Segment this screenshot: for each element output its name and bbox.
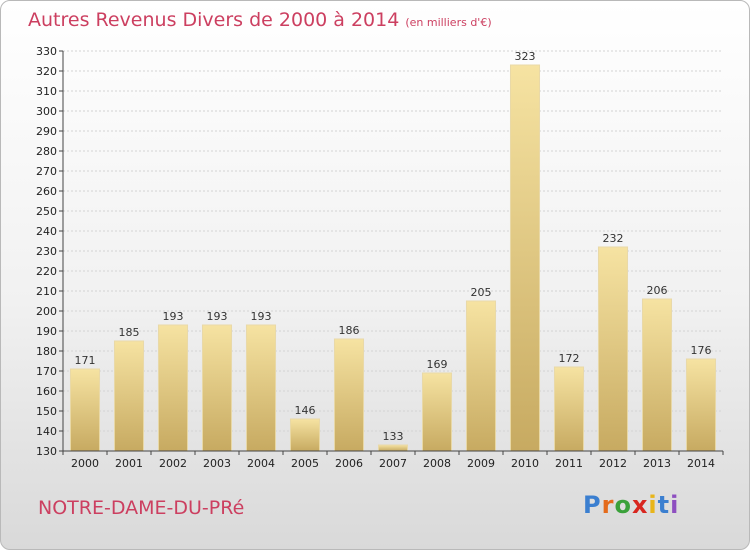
y-tick-label: 140: [36, 425, 57, 438]
y-tick-label: 290: [36, 125, 57, 138]
bar-2010: [509, 64, 541, 452]
value-label-2002: 193: [163, 310, 184, 323]
x-tick-label-2014: 2014: [687, 457, 715, 470]
bars: 171 185 193 193 193 146 186 133 169 205 323 172 232 2…: [69, 50, 717, 452]
x-tick-label-2009: 2009: [467, 457, 495, 470]
y-tick-label: 330: [36, 45, 57, 58]
chart-title: Autres Revenus Divers de 2000 à 2014 (en …: [28, 9, 492, 31]
y-tick-label: 170: [36, 365, 57, 378]
x-tick-label-2005: 2005: [291, 457, 319, 470]
bar-2003: [201, 324, 233, 452]
logo-letter: x: [631, 491, 649, 519]
y-tick-label: 200: [36, 305, 57, 318]
logo-letter: i: [648, 491, 658, 519]
logo-letter: o: [614, 491, 632, 519]
x-tick-label-2001: 2001: [115, 457, 143, 470]
bar-2002: [157, 324, 189, 452]
y-tick-label: 210: [36, 285, 57, 298]
proxiti-logo[interactable]: Proxiti: [583, 491, 679, 519]
y-tick-label: 310: [36, 85, 57, 98]
x-tick-label-2012: 2012: [599, 457, 627, 470]
y-tick-label: 250: [36, 205, 57, 218]
x-tick-label-2002: 2002: [159, 457, 187, 470]
y-axis: 130 140 150 160 170 180 190 200 210 220 230 240 250 2…: [36, 45, 64, 458]
logo-letter: i: [670, 491, 680, 519]
y-tick-label: 180: [36, 345, 57, 358]
value-label-2009: 205: [471, 286, 492, 299]
y-tick-label: 230: [36, 245, 57, 258]
y-tick-label: 150: [36, 405, 57, 418]
x-tick-label-2013: 2013: [643, 457, 671, 470]
x-axis: 2000 2001 2002 2003 2004 2005 2006 2007 2008 2009…: [62, 450, 724, 470]
y-tick-label: 220: [36, 265, 57, 278]
value-label-2001: 185: [119, 326, 140, 339]
bar-2005: [289, 418, 321, 452]
value-label-2008: 169: [427, 358, 448, 371]
bar-2001: [113, 340, 145, 452]
y-tick-label: 190: [36, 325, 57, 338]
bar-2011: [553, 366, 585, 452]
y-tick-label: 240: [36, 225, 57, 238]
commune-name: NOTRE-DAME-DU-PRé: [38, 497, 245, 519]
chart-title-text: Autres Revenus Divers de 2000 à 2014: [28, 9, 400, 31]
bar-2012: [597, 246, 629, 452]
bar-2008: [421, 372, 453, 452]
x-tick-label-2011: 2011: [555, 457, 583, 470]
value-label-2013: 206: [647, 284, 668, 297]
value-label-2012: 232: [603, 232, 624, 245]
x-tick-label-2004: 2004: [247, 457, 275, 470]
bar-2006: [333, 338, 365, 452]
y-tick-label: 270: [36, 165, 57, 178]
value-label-2014: 176: [691, 344, 712, 357]
y-tick-label: 160: [36, 385, 57, 398]
x-tick-label-2010: 2010: [511, 457, 539, 470]
unit-note: (en milliers d'€): [405, 16, 492, 29]
y-tick-label: 130: [36, 445, 57, 458]
bar-2007: [377, 444, 409, 452]
value-label-2007: 133: [383, 430, 404, 443]
y-tick-label: 280: [36, 145, 57, 158]
value-label-2003: 193: [207, 310, 228, 323]
logo-letter: r: [601, 491, 615, 519]
value-label-2004: 193: [251, 310, 272, 323]
bar-2009: [465, 300, 497, 452]
y-tick-label: 260: [36, 185, 57, 198]
logo-letter: P: [583, 491, 602, 519]
y-tick-label: 300: [36, 105, 57, 118]
y-tick-label: 320: [36, 65, 57, 78]
x-tick-label-2007: 2007: [379, 457, 407, 470]
bar-2014: [685, 358, 717, 452]
value-label-2005: 146: [295, 404, 316, 417]
value-label-2010: 323: [515, 50, 536, 63]
x-tick-label-2003: 2003: [203, 457, 231, 470]
bar-2013: [641, 298, 673, 452]
value-label-2006: 186: [339, 324, 360, 337]
x-tick-label-2008: 2008: [423, 457, 451, 470]
x-tick-label-2000: 2000: [71, 457, 99, 470]
value-label-2011: 172: [559, 352, 580, 365]
bar-2004: [245, 324, 277, 452]
value-label-2000: 171: [75, 354, 96, 367]
x-tick-label-2006: 2006: [335, 457, 363, 470]
logo-letter: t: [657, 491, 671, 519]
bar-2000: [69, 368, 101, 452]
